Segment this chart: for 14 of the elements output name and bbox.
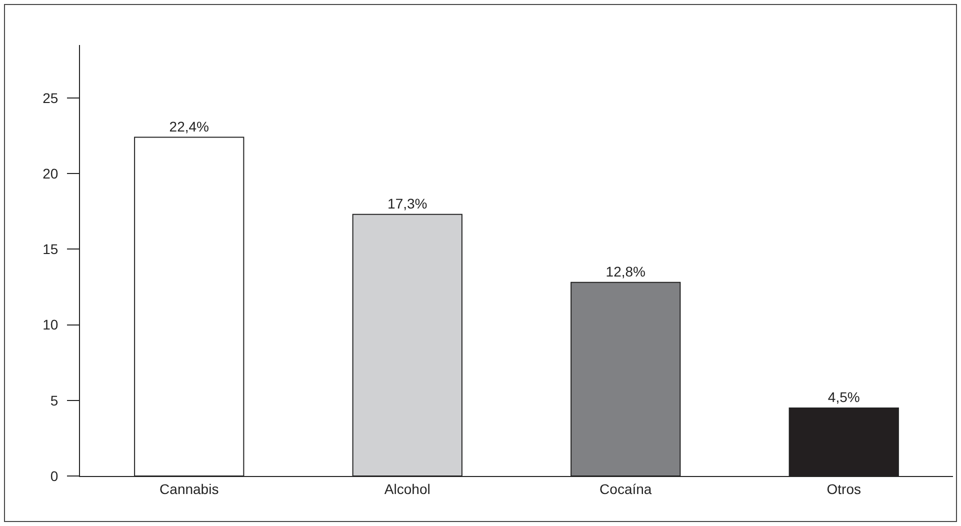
y-tick-label: 10 — [42, 316, 58, 333]
y-tick-label: 25 — [42, 90, 58, 106]
x-tick-label: Cocaína — [600, 480, 652, 497]
data-label: 17,3% — [388, 195, 428, 212]
x-tick-label: Alcohol — [384, 480, 430, 497]
data-label: 4,5% — [828, 388, 860, 405]
y-tick-label: 0 — [50, 468, 58, 484]
y-tick-label: 15 — [42, 241, 58, 258]
data-label: 22,4% — [169, 118, 209, 134]
x-tick-label: Cannabis — [160, 480, 219, 497]
data-label: 12,8% — [606, 263, 646, 280]
x-tick-label: Otros — [826, 480, 861, 497]
y-tick-label: 5 — [50, 392, 58, 408]
y-tick-label: 20 — [42, 165, 58, 182]
